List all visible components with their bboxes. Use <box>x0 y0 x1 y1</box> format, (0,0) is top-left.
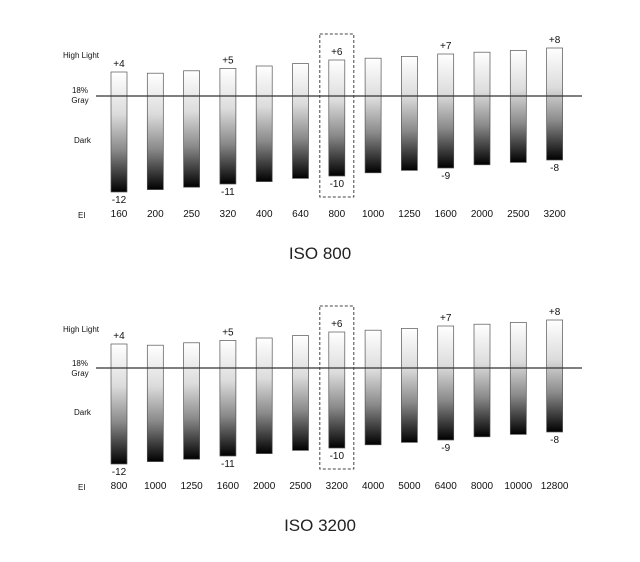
exposure-bar <box>110 71 128 193</box>
exposure-bar <box>292 63 309 179</box>
stop-top-label: +7 <box>440 41 452 52</box>
ei-tick-label: 10000 <box>504 481 532 492</box>
ei-tick-label: 2500 <box>507 209 530 220</box>
exposure-bar <box>546 319 563 433</box>
ei-tick-label: 800 <box>111 481 128 492</box>
stop-top-label: +5 <box>222 327 234 338</box>
stop-bottom-label: -10 <box>330 179 345 190</box>
ei-tick-label: 6400 <box>435 481 458 492</box>
panel-2-axis-labels: High Light 18% Gray Dark EI <box>63 325 100 492</box>
stop-top-label: +7 <box>440 313 452 324</box>
exposure-bar <box>364 57 382 174</box>
exposure-bar <box>509 322 527 435</box>
exposure-bar <box>219 68 237 185</box>
ei-tick-label: 12800 <box>541 481 569 492</box>
exposure-bar <box>437 325 455 441</box>
stop-bottom-label: -9 <box>441 171 450 182</box>
ei-tick-label: 200 <box>147 209 164 220</box>
ei-tick-label: 8000 <box>471 481 494 492</box>
ei-tick-label: 1600 <box>435 209 458 220</box>
exposure-bar <box>473 51 491 166</box>
exposure-bar <box>473 323 491 438</box>
stop-bottom-label: -8 <box>550 435 559 446</box>
ei-tick-label: 160 <box>111 209 128 220</box>
native-iso-highlight-box <box>319 33 355 198</box>
stop-bottom-label: -9 <box>441 443 450 454</box>
stop-top-label: +6 <box>331 319 343 330</box>
dark-label: Dark <box>74 136 92 145</box>
ei-tick-label: 2500 <box>289 481 312 492</box>
ei-tick-label: 1250 <box>180 481 203 492</box>
iso-800-panel: 160 +4 -12 200 250 320 +5 -11 400 640 800 +6 -10 1000… <box>96 33 582 220</box>
exposure-bar <box>292 335 309 451</box>
panel-1-title: ISO 800 <box>289 244 351 263</box>
native-iso-highlight-box <box>319 305 355 470</box>
exposure-bar <box>401 328 418 443</box>
ei-tick-label: 800 <box>328 209 345 220</box>
stop-top-label: +6 <box>331 47 343 58</box>
exposure-bar <box>146 344 164 462</box>
exposure-bar <box>183 70 200 188</box>
gray-label-line2: Gray <box>71 96 88 105</box>
ei-tick-label: 2000 <box>471 209 494 220</box>
ei-tick-label: 250 <box>183 209 200 220</box>
ei-label: EI <box>78 483 86 492</box>
exposure-bar <box>183 342 200 460</box>
stop-bottom-label: -12 <box>112 195 127 206</box>
exposure-bar <box>546 47 563 161</box>
ei-tick-label: 1000 <box>144 481 167 492</box>
ei-tick-label: 3200 <box>543 209 566 220</box>
exposure-bar <box>219 340 237 457</box>
stop-top-label: +4 <box>113 331 125 342</box>
exposure-bar <box>401 56 418 171</box>
dark-label: Dark <box>74 408 92 417</box>
gray-label-line2: Gray <box>71 369 88 378</box>
stop-bottom-label: -10 <box>330 451 345 462</box>
ei-tick-label: 5000 <box>398 481 421 492</box>
ei-tick-label: 640 <box>292 209 309 220</box>
stop-top-label: +5 <box>222 55 234 66</box>
exposure-bar <box>255 65 273 182</box>
exposure-bar <box>509 50 527 163</box>
ei-tick-label: 320 <box>220 209 237 220</box>
stop-bottom-label: -12 <box>112 467 127 478</box>
panel-1-axis-labels: High Light 18% Gray Dark EI <box>63 51 100 220</box>
exposure-bar <box>437 53 455 169</box>
exposure-bar <box>255 337 273 454</box>
stop-bottom-label: -11 <box>221 187 235 198</box>
ei-tick-label: 1000 <box>362 209 385 220</box>
highlight-label: High Light <box>63 325 100 334</box>
stop-top-label: +8 <box>549 307 561 318</box>
ei-label: EI <box>78 211 86 220</box>
ei-tick-label: 400 <box>256 209 273 220</box>
exposure-bar <box>364 329 382 446</box>
stop-top-label: +4 <box>113 59 125 70</box>
stop-bottom-label: -8 <box>550 163 559 174</box>
stop-top-label: +8 <box>549 35 561 46</box>
highlight-label: High Light <box>63 51 100 60</box>
ei-tick-label: 3200 <box>326 481 349 492</box>
exposure-bar <box>328 331 346 449</box>
ei-tick-label: 4000 <box>362 481 385 492</box>
ei-tick-label: 1250 <box>398 209 421 220</box>
panel-2-title: ISO 3200 <box>284 516 356 535</box>
iso-3200-panel: 800 +4 -12 1000 1250 1600 +5 -11 2000 2500 3200 +6 -… <box>96 305 582 492</box>
ei-tick-label: 2000 <box>253 481 276 492</box>
exposure-bar <box>110 343 128 465</box>
stop-bottom-label: -11 <box>221 459 235 470</box>
gray-label-line1: 18% <box>72 86 88 95</box>
ei-tick-label: 1600 <box>217 481 240 492</box>
exposure-bar <box>328 59 346 177</box>
gray-label-line1: 18% <box>72 359 88 368</box>
exposure-bar <box>146 72 164 190</box>
